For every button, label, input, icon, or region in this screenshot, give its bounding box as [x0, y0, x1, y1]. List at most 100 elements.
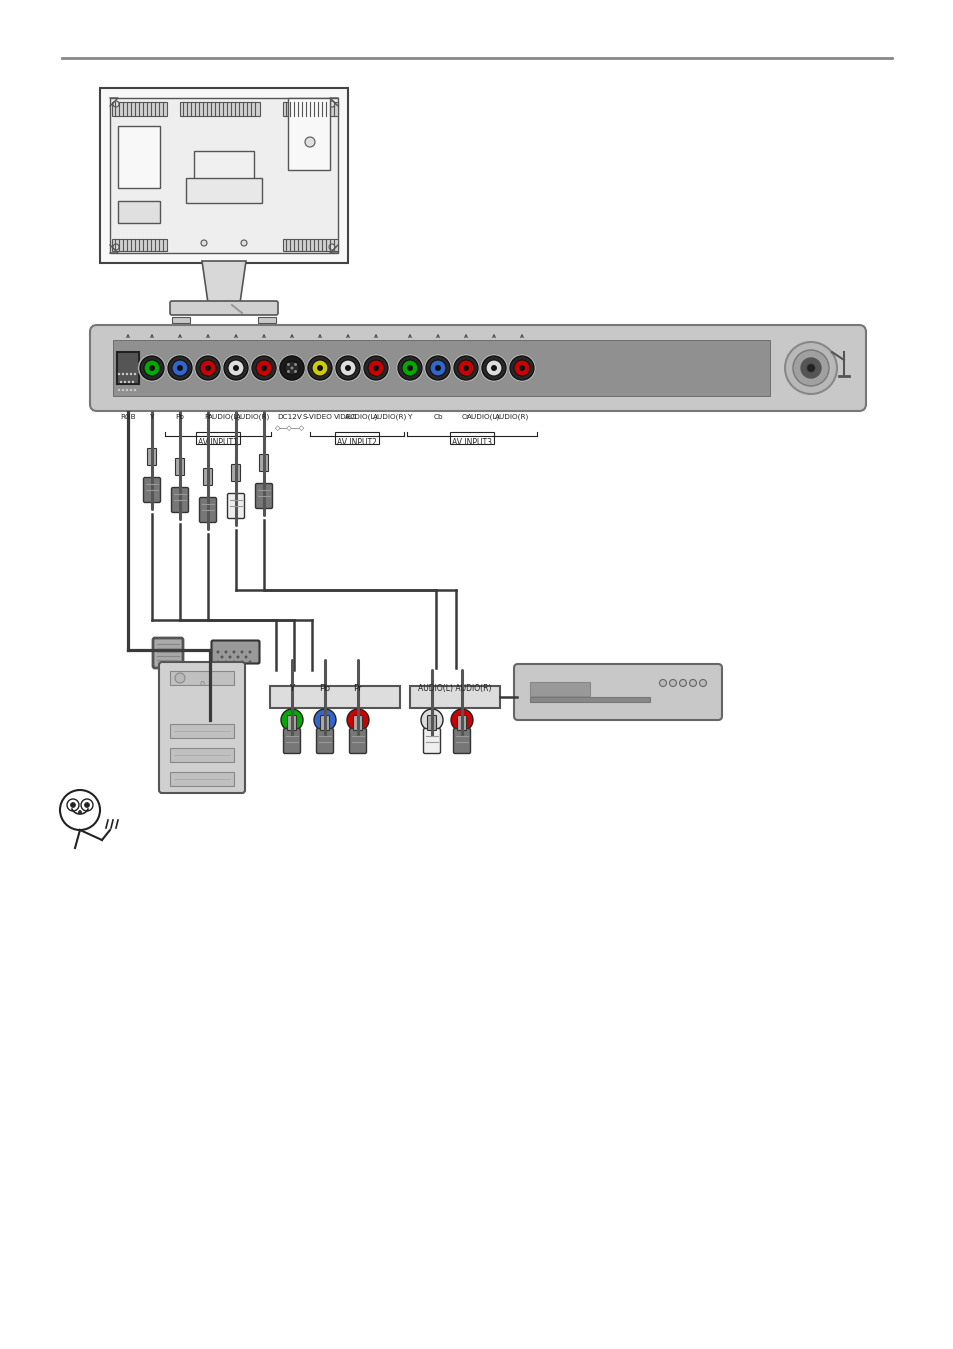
FancyBboxPatch shape	[143, 478, 160, 502]
Circle shape	[347, 710, 369, 731]
Text: Y: Y	[407, 414, 412, 420]
Circle shape	[71, 803, 75, 808]
FancyBboxPatch shape	[453, 728, 470, 754]
Text: Cb: Cb	[433, 414, 442, 420]
Circle shape	[426, 356, 450, 380]
Circle shape	[233, 661, 235, 664]
Circle shape	[291, 367, 294, 370]
FancyBboxPatch shape	[90, 325, 865, 411]
Text: AUDIO(L) AUDIO(R): AUDIO(L) AUDIO(R)	[417, 684, 491, 693]
Circle shape	[801, 357, 821, 378]
Circle shape	[233, 650, 235, 653]
Circle shape	[334, 353, 361, 382]
Text: AUDIO(R): AUDIO(R)	[235, 414, 270, 421]
Circle shape	[117, 372, 120, 375]
Circle shape	[248, 650, 252, 653]
Circle shape	[481, 356, 505, 380]
Circle shape	[130, 372, 132, 375]
Circle shape	[287, 363, 290, 366]
Circle shape	[699, 680, 706, 687]
Circle shape	[224, 650, 227, 653]
FancyBboxPatch shape	[112, 340, 769, 397]
Circle shape	[305, 138, 314, 147]
Circle shape	[454, 356, 477, 380]
Circle shape	[138, 353, 166, 382]
Circle shape	[85, 803, 90, 808]
Circle shape	[679, 680, 686, 687]
FancyBboxPatch shape	[530, 683, 589, 696]
Circle shape	[133, 389, 136, 391]
Circle shape	[222, 353, 250, 382]
FancyBboxPatch shape	[255, 483, 273, 509]
Text: Cr: Cr	[461, 414, 470, 420]
FancyBboxPatch shape	[232, 464, 240, 482]
Circle shape	[81, 799, 92, 811]
Text: Y: Y	[289, 684, 294, 693]
Text: ◇―◇―◇: ◇―◇―◇	[274, 425, 305, 430]
Circle shape	[224, 661, 227, 664]
Circle shape	[281, 710, 303, 731]
Circle shape	[462, 366, 469, 371]
FancyBboxPatch shape	[148, 448, 156, 465]
Circle shape	[117, 389, 120, 391]
Circle shape	[287, 715, 296, 724]
Circle shape	[229, 656, 232, 658]
FancyBboxPatch shape	[450, 432, 494, 444]
FancyBboxPatch shape	[118, 125, 160, 188]
FancyBboxPatch shape	[212, 641, 259, 664]
Circle shape	[669, 680, 676, 687]
Circle shape	[452, 353, 479, 382]
Circle shape	[364, 356, 388, 380]
Polygon shape	[202, 260, 246, 304]
Circle shape	[67, 799, 79, 811]
Text: AV INPUT1: AV INPUT1	[198, 438, 237, 447]
Circle shape	[514, 360, 530, 376]
FancyBboxPatch shape	[423, 728, 440, 754]
FancyBboxPatch shape	[457, 715, 466, 731]
Circle shape	[397, 356, 421, 380]
Circle shape	[329, 244, 335, 250]
Circle shape	[806, 364, 814, 372]
Circle shape	[122, 372, 124, 375]
Circle shape	[312, 360, 328, 376]
FancyBboxPatch shape	[170, 747, 233, 762]
Circle shape	[277, 353, 306, 382]
Circle shape	[252, 356, 275, 380]
Circle shape	[193, 353, 222, 382]
FancyBboxPatch shape	[283, 239, 337, 251]
Circle shape	[174, 673, 185, 683]
Circle shape	[128, 380, 130, 383]
Circle shape	[205, 366, 211, 371]
Circle shape	[177, 366, 183, 371]
Text: Pr: Pr	[204, 414, 212, 420]
Circle shape	[126, 372, 128, 375]
Text: VIDEO: VIDEO	[334, 414, 356, 420]
Circle shape	[485, 360, 501, 376]
FancyBboxPatch shape	[349, 728, 366, 754]
FancyBboxPatch shape	[530, 697, 649, 701]
Circle shape	[220, 656, 223, 658]
Circle shape	[345, 366, 351, 371]
FancyBboxPatch shape	[514, 664, 721, 720]
Circle shape	[112, 101, 119, 107]
Circle shape	[126, 389, 128, 391]
FancyBboxPatch shape	[270, 687, 399, 708]
Circle shape	[689, 680, 696, 687]
FancyBboxPatch shape	[172, 317, 190, 322]
FancyBboxPatch shape	[100, 88, 348, 263]
FancyBboxPatch shape	[195, 432, 240, 444]
Circle shape	[255, 360, 272, 376]
FancyBboxPatch shape	[112, 103, 167, 116]
Circle shape	[316, 366, 323, 371]
FancyBboxPatch shape	[170, 301, 277, 316]
Circle shape	[240, 650, 243, 653]
FancyBboxPatch shape	[110, 98, 337, 254]
FancyBboxPatch shape	[193, 151, 253, 183]
Circle shape	[60, 791, 100, 830]
Circle shape	[201, 240, 207, 246]
Text: Pr: Pr	[354, 684, 362, 693]
Circle shape	[792, 349, 828, 386]
FancyBboxPatch shape	[283, 103, 337, 116]
Text: AV INPUT2: AV INPUT2	[336, 438, 376, 447]
FancyBboxPatch shape	[117, 352, 139, 384]
